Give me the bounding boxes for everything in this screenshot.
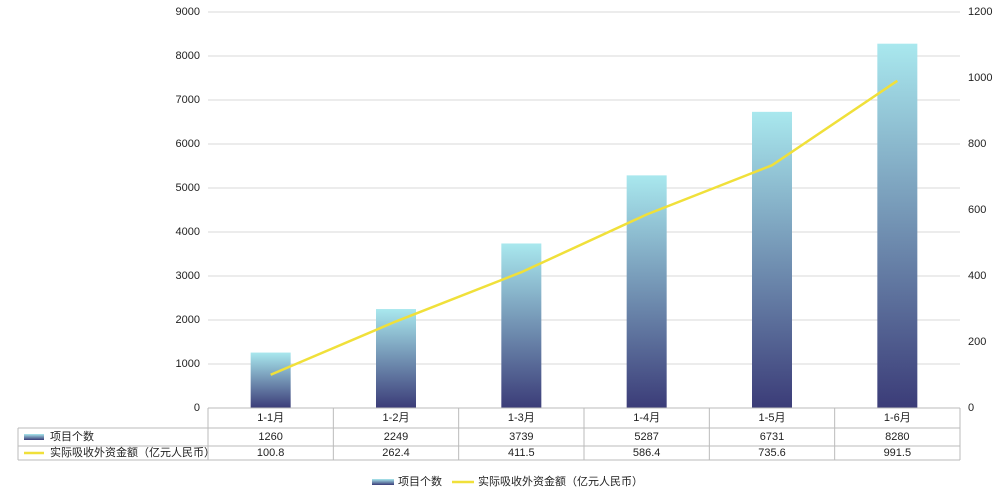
table-cell: 3739 bbox=[509, 431, 533, 443]
y-tick-label: 0 bbox=[194, 402, 200, 414]
table-cell: 2249 bbox=[384, 431, 408, 443]
y2-tick-label: 1200 bbox=[968, 6, 992, 18]
table-cell: 586.4 bbox=[633, 447, 661, 459]
x-tick-label: 1-3月 bbox=[508, 412, 535, 424]
line bbox=[270, 79, 899, 376]
bar bbox=[250, 352, 291, 408]
y2-tick-label: 200 bbox=[968, 336, 986, 348]
bar bbox=[376, 309, 416, 408]
y2-tick-label: 0 bbox=[968, 402, 974, 414]
y-tick-label: 5000 bbox=[176, 182, 200, 194]
table-cell: 262.4 bbox=[382, 447, 410, 459]
table-cell: 1260 bbox=[258, 431, 282, 443]
y2-tick-label: 800 bbox=[968, 138, 986, 150]
bar bbox=[877, 43, 918, 409]
x-tick-label: 1-2月 bbox=[383, 412, 410, 424]
table-cell: 991.5 bbox=[884, 447, 912, 459]
y-tick-label: 6000 bbox=[176, 138, 200, 150]
x-tick-label: 1-6月 bbox=[884, 412, 911, 424]
table-series-name: 实际吸收外资金额（亿元人民币） bbox=[50, 445, 215, 459]
y-tick-label: 2000 bbox=[176, 314, 200, 326]
y-tick-label: 8000 bbox=[176, 50, 200, 62]
legend-label: 项目个数 bbox=[398, 475, 442, 488]
y-tick-label: 1000 bbox=[176, 358, 200, 370]
table-cell: 735.6 bbox=[758, 447, 786, 459]
table-cell: 100.8 bbox=[257, 447, 285, 459]
table-series-name: 项目个数 bbox=[50, 430, 94, 443]
x-tick-label: 1-4月 bbox=[633, 412, 660, 424]
y-tick-label: 3000 bbox=[176, 270, 200, 282]
table-cell: 8280 bbox=[885, 431, 909, 443]
y2-tick-label: 1000 bbox=[968, 72, 992, 84]
bar bbox=[501, 243, 542, 408]
table-cell: 411.5 bbox=[508, 447, 535, 459]
y2-tick-label: 400 bbox=[968, 270, 986, 282]
x-tick-label: 1-1月 bbox=[257, 412, 284, 424]
y2-tick-label: 600 bbox=[968, 204, 986, 216]
y-tick-label: 7000 bbox=[176, 94, 200, 106]
y-tick-label: 4000 bbox=[176, 226, 200, 238]
table-key bbox=[24, 434, 44, 440]
y-tick-label: 9000 bbox=[176, 6, 200, 18]
legend-key bbox=[372, 479, 394, 485]
x-tick-label: 1-5月 bbox=[759, 412, 786, 424]
bar bbox=[752, 111, 792, 408]
table-cell: 6731 bbox=[760, 431, 784, 443]
legend-label: 实际吸收外资金额（亿元人民币） bbox=[478, 474, 643, 488]
table-cell: 5287 bbox=[634, 431, 658, 443]
